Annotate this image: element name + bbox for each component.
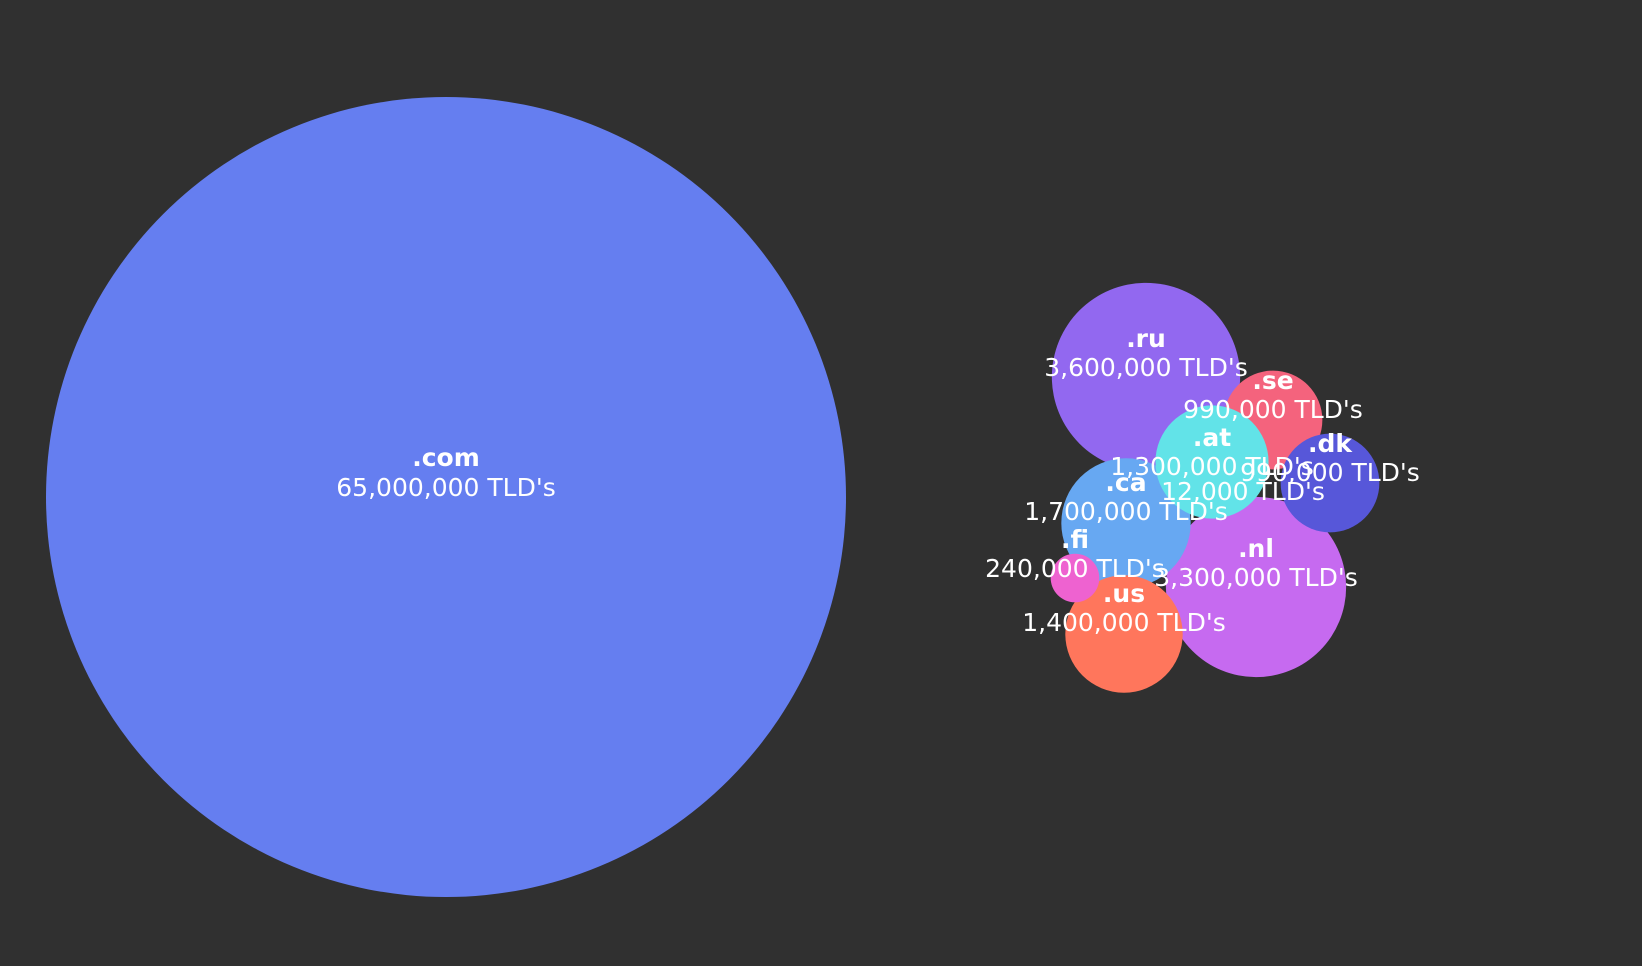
bubble-dk[interactable] [1280, 433, 1380, 533]
bubbles-layer [46, 97, 1380, 897]
bubble-label-ca: .ca [1105, 468, 1146, 497]
bubble-value-se: 990,000 TLD's [1183, 395, 1363, 424]
bubble-at[interactable] [1155, 405, 1269, 519]
bubble-value-ru: 3,600,000 TLD's [1044, 353, 1248, 382]
bubble-unlabeled[interactable] [1234, 464, 1246, 476]
bubble-label-dk: .dk [1308, 429, 1353, 458]
bubble-value-dk: 990,000 TLD's [1240, 458, 1420, 487]
bubble-label-fi: .fi [1061, 525, 1089, 554]
bubble-value-nl: 3,300,000 TLD's [1154, 563, 1358, 592]
bubble-label-nl: .nl [1238, 534, 1274, 563]
bubble-us[interactable] [1065, 575, 1183, 693]
bubble-com[interactable] [46, 97, 846, 897]
bubble-label-se: .se [1252, 366, 1293, 395]
bubble-value-us: 1,400,000 TLD's [1022, 608, 1226, 637]
bubble-label-ru: .ru [1126, 324, 1166, 353]
bubble-value-ca: 1,700,000 TLD's [1024, 497, 1228, 526]
bubble-value-fi: 240,000 TLD's [985, 554, 1165, 583]
bubble-ca[interactable] [1061, 458, 1191, 588]
bubble-value-at: 1,300,000 TLD's [1110, 452, 1314, 481]
bubble-value-com: 65,000,000 TLD's [336, 473, 555, 502]
bubble-value-unlabeled: 12,000 TLD's [1161, 477, 1325, 506]
bubble-label-at: .at [1193, 423, 1231, 452]
bubble-label-com: .com [412, 443, 480, 472]
bubble-nl[interactable] [1165, 496, 1347, 678]
bubble-fi[interactable] [1050, 553, 1100, 603]
bubble-label-us: .us [1103, 579, 1145, 608]
